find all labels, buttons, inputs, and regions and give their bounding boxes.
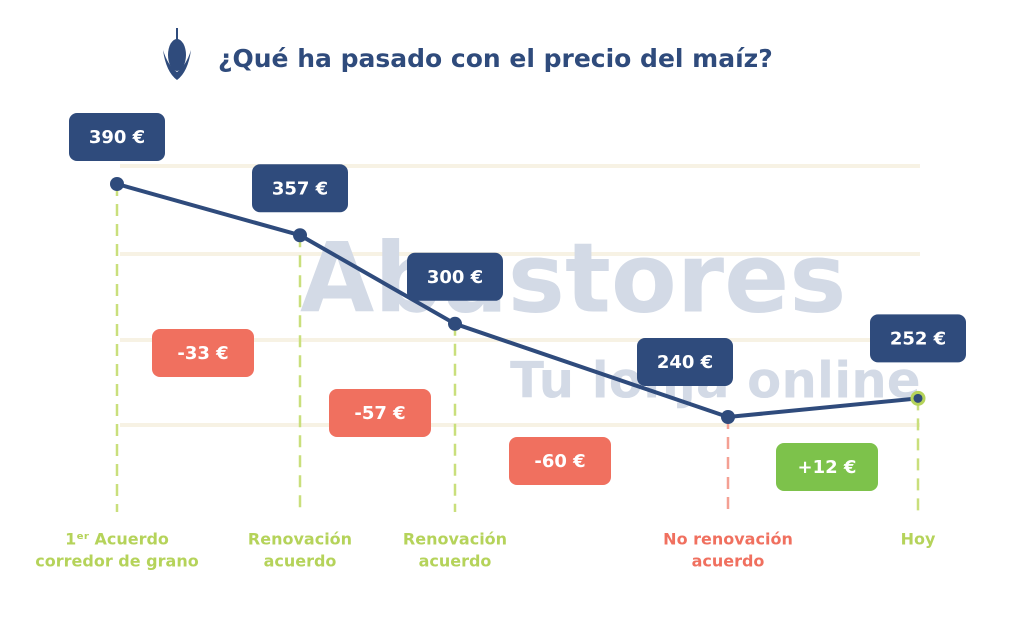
change-label: -57 € xyxy=(354,403,405,424)
x-tick-label: acuerdo xyxy=(264,552,337,571)
change-box xyxy=(776,443,878,491)
value-label: 390 € xyxy=(89,127,145,148)
value-box xyxy=(637,338,733,386)
x-tick-label: corredor de grano xyxy=(35,552,198,571)
value-box xyxy=(69,113,165,161)
change-box xyxy=(329,389,431,437)
change-box xyxy=(509,437,611,485)
x-tick-label: 1ᵉʳ Acuerdo xyxy=(65,530,169,549)
point xyxy=(293,228,307,243)
x-tick-label: acuerdo xyxy=(419,552,492,571)
change-label: -33 € xyxy=(177,343,228,364)
watermark: Abastores xyxy=(300,222,846,334)
x-tick-label: acuerdo xyxy=(692,552,765,571)
value-label: 300 € xyxy=(427,267,483,288)
value-label: 240 € xyxy=(657,352,713,373)
x-tick-label: Renovación xyxy=(403,530,507,549)
value-box xyxy=(407,252,503,301)
point xyxy=(110,177,124,191)
value-box xyxy=(252,164,348,213)
x-tick-label: No renovación xyxy=(663,530,793,549)
chart-title: ¿Qué ha pasado con el precio del maíz? xyxy=(218,44,773,73)
point xyxy=(910,390,926,406)
change-label: -60 € xyxy=(534,451,585,472)
point xyxy=(448,316,462,331)
change-label: +12 € xyxy=(798,457,857,478)
value-box xyxy=(870,314,966,363)
value-label: 357 € xyxy=(272,178,328,199)
corn-icon xyxy=(163,28,191,80)
x-tick-label: Renovación xyxy=(248,530,352,549)
point xyxy=(721,410,735,424)
background-lines xyxy=(120,164,920,427)
change-box xyxy=(152,329,254,377)
value-label: 252 € xyxy=(890,328,946,349)
x-tick-label: Hoy xyxy=(901,530,936,549)
